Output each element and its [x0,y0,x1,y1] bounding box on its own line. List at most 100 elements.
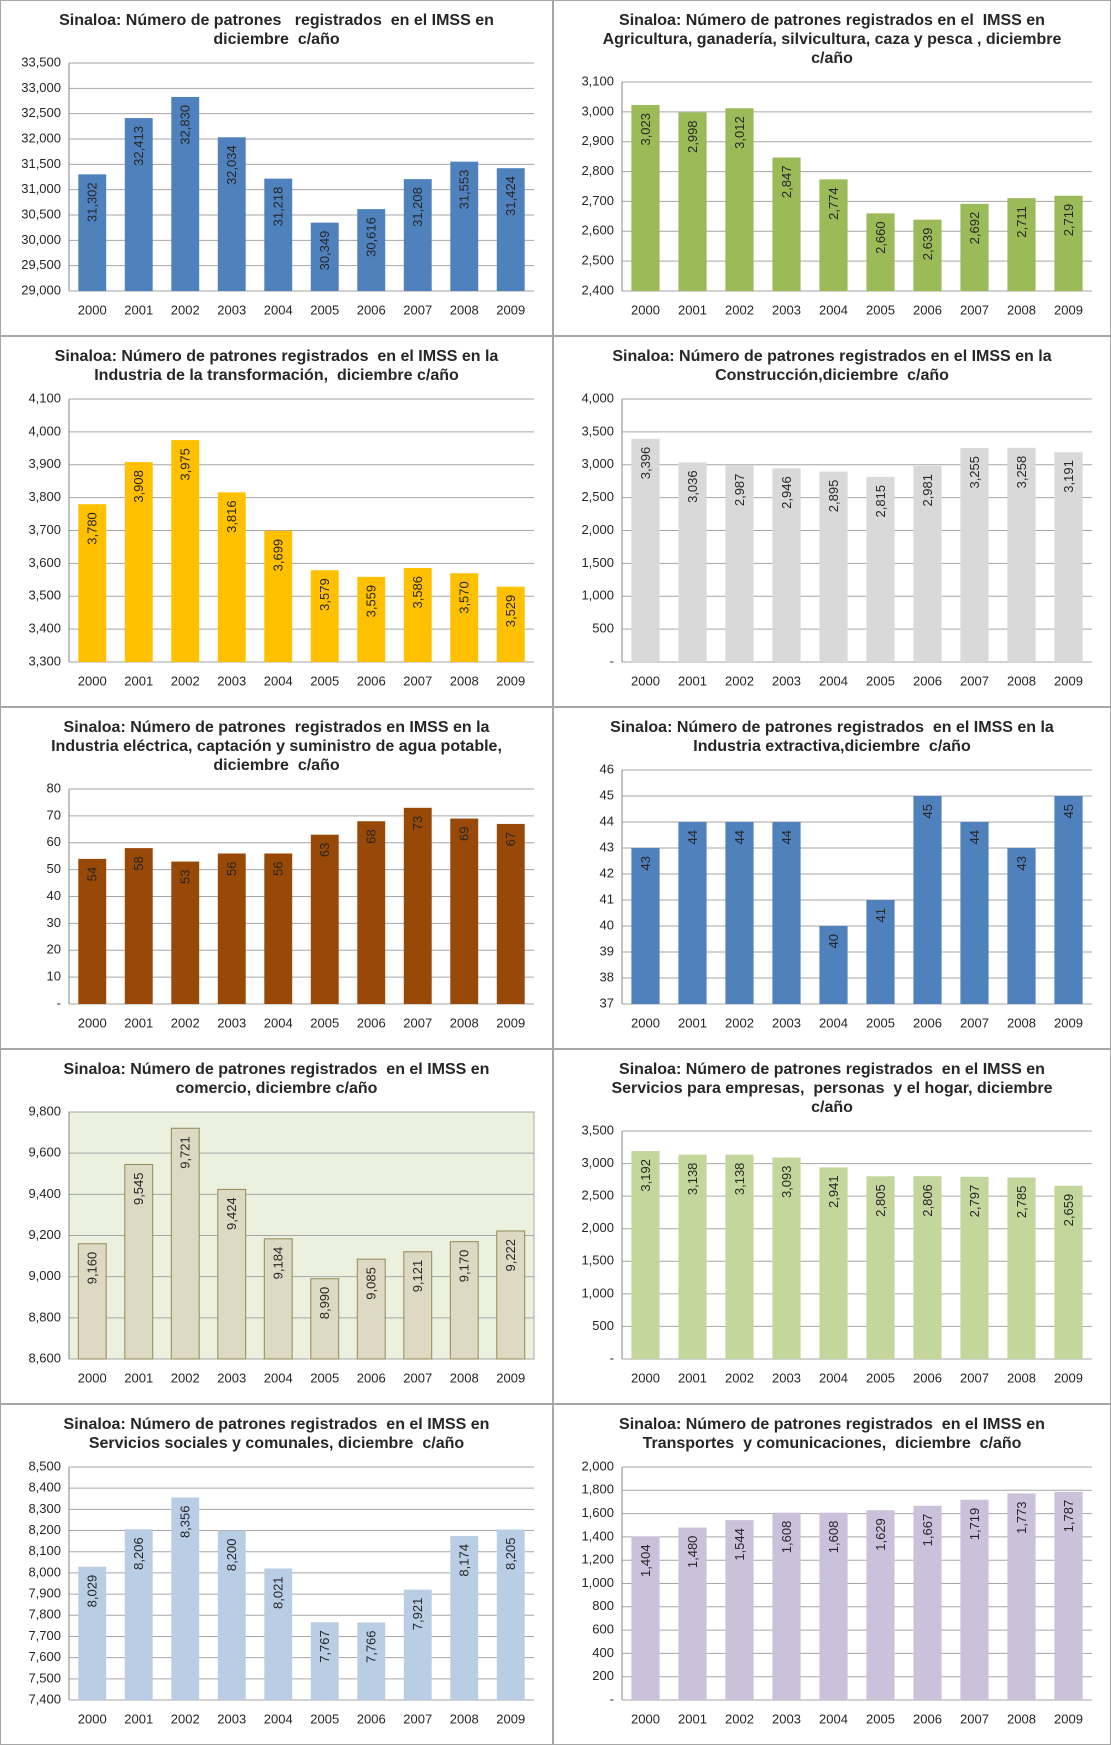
value-label: 1,719 [967,1508,982,1541]
y-tick-label: 29,000 [21,282,61,297]
bar [403,179,432,291]
bar [263,1238,293,1360]
y-tick-label: 2,600 [581,223,614,238]
value-label: 9,160 [85,1252,100,1285]
y-tick-label: 3,800 [28,489,61,504]
bar [866,900,895,1004]
x-tick-label: 2001 [124,1015,153,1030]
value-label: 3,908 [131,470,146,503]
value-label: 54 [85,867,100,881]
value-label: 2,692 [967,212,982,245]
x-tick-label: 2006 [913,673,942,688]
bar [960,447,989,662]
x-tick-label: 2007 [960,1370,989,1385]
y-tick-label: 1,000 [581,1285,614,1300]
x-tick-label: 2008 [450,1711,479,1726]
value-label: 31,424 [503,176,518,216]
chart-panel: - 10 20 30 40 50 60 70 80 54 2000 58 2001 53 2002 56 200… [0,707,553,1049]
y-tick-label: 70 [47,807,61,822]
y-tick-label: 80 [47,780,61,795]
y-tick-label: 8,200 [28,1522,61,1537]
y-tick-label: 2,500 [581,253,614,268]
chart: 2,400 2,500 2,600 2,700 2,800 2,900 3,000 3,100… [581,73,1092,317]
y-tick-label: 1,400 [581,1528,614,1543]
value-label: 9,424 [224,1197,239,1230]
x-tick-label: 2003 [217,302,246,317]
x-tick-label: 2008 [1007,673,1036,688]
x-tick-label: 2008 [1007,1711,1036,1726]
value-label: 9,721 [178,1136,193,1169]
bar [310,222,339,291]
value-label: 63 [317,843,332,857]
value-label: 31,218 [271,187,286,227]
value-label: 2,998 [685,120,700,153]
y-tick-label: 45 [600,787,614,802]
x-tick-label: 2001 [124,1711,153,1726]
bar [1054,796,1083,1004]
value-label: 9,170 [457,1250,472,1283]
x-tick-label: 2009 [1054,1370,1083,1385]
x-tick-label: 2007 [403,673,432,688]
bar [171,96,200,292]
bar [356,1258,386,1360]
x-tick-label: 2006 [913,1370,942,1385]
value-label: 3,036 [685,470,700,503]
bar [124,118,153,291]
value-label: 2,895 [826,480,841,513]
y-tick-label: 7,500 [28,1670,61,1685]
bar [725,1520,754,1700]
value-label: 1,480 [685,1536,700,1569]
value-label: 2,659 [1061,1194,1076,1227]
chart: 37 38 39 40 41 42 43 44 45 46 43 2000 44 2001 44 2002 44… [600,761,1092,1030]
y-tick-label: 8,800 [28,1309,61,1324]
x-tick-label: 2000 [631,1015,660,1030]
x-tick-label: 2004 [819,673,848,688]
y-tick-label: 4,100 [28,390,61,405]
x-tick-label: 2006 [913,1015,942,1030]
y-tick-label: 9,200 [28,1227,61,1242]
y-tick-label: 3,500 [581,1122,614,1137]
y-tick-label: 46 [600,761,614,776]
value-label: 56 [271,862,286,876]
bar [403,1589,432,1700]
x-tick-label: 2005 [866,302,895,317]
x-tick-label: 2001 [678,1370,707,1385]
chart: - 500 1,000 1,500 2,000 2,500 3,000 3,500 3,192 2… [581,1122,1092,1385]
value-label: 9,085 [364,1267,379,1300]
value-label: 2,660 [873,221,888,254]
value-label: 1,608 [826,1521,841,1554]
chart-panel: 3,300 3,400 3,500 3,600 3,700 3,800 3,900 4,000… [0,336,553,707]
bar [1054,1491,1083,1700]
y-tick-label: 38 [600,969,614,984]
y-tick-label: 7,700 [28,1628,61,1643]
bar [171,861,200,1004]
value-label: 40 [826,934,841,948]
value-label: 2,981 [920,474,935,507]
x-tick-label: 2008 [450,302,479,317]
x-tick-label: 2000 [78,673,107,688]
bar [960,822,989,1004]
x-tick-label: 2006 [357,1711,386,1726]
bar [496,1529,525,1700]
x-tick-label: 2000 [78,1015,107,1030]
x-tick-label: 2004 [819,1370,848,1385]
y-tick-label: 7,800 [28,1607,61,1622]
x-tick-label: 2004 [264,1711,293,1726]
chart-panel: 2,400 2,500 2,600 2,700 2,800 2,900 3,000 3,100… [553,0,1111,336]
y-tick-label: 2,800 [581,163,614,178]
value-label: 2,987 [732,474,747,507]
bar [124,848,153,1004]
y-tick-label: 20 [47,942,61,957]
y-tick-label: 1,800 [581,1482,614,1497]
value-label: 2,639 [920,228,935,261]
y-tick-label: 200 [592,1668,614,1683]
value-label: 3,093 [779,1166,794,1199]
value-label: 3,559 [364,585,379,618]
x-tick-label: 2000 [631,1370,660,1385]
value-label: 1,667 [920,1514,935,1547]
value-label: 3,396 [638,447,653,480]
x-tick-label: 2004 [264,1370,293,1385]
y-tick-label: 2,000 [581,1458,614,1473]
x-tick-label: 2006 [913,302,942,317]
